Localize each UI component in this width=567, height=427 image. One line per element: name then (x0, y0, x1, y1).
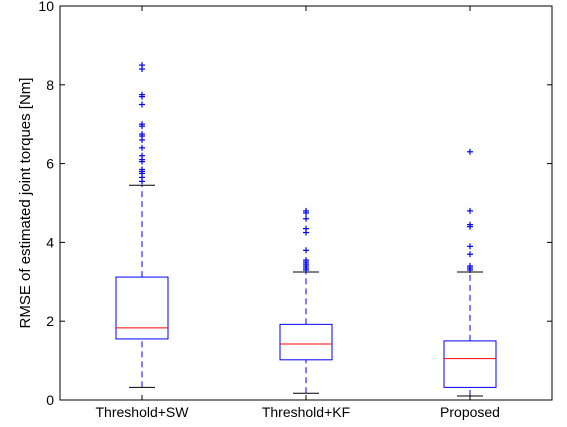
outlier-point (139, 166, 145, 173)
outlier-point (303, 207, 309, 214)
y-axis-ticks: 0 2 4 6 8 10 (38, 0, 552, 408)
plot-marks (115, 62, 497, 397)
y-tick-label: 0 (46, 392, 54, 408)
y-tick-label: 2 (46, 313, 54, 329)
outlier-point (139, 91, 145, 98)
iqr-box (279, 323, 333, 361)
outlier-point (139, 121, 145, 128)
outlier-point (303, 215, 309, 222)
outlier-point (467, 243, 473, 250)
x-tick-label: Proposed (440, 404, 500, 420)
outlier-point (303, 247, 309, 254)
outlier-point (303, 257, 309, 264)
y-tick-label: 8 (46, 77, 54, 93)
outlier-point (467, 148, 473, 155)
outlier-point (467, 251, 473, 258)
y-tick-label: 6 (46, 156, 54, 172)
box-1 (279, 207, 333, 394)
x-tick-label: Threshold+KF (262, 404, 350, 420)
x-axis-ticks: Threshold+SW Threshold+KF Proposed (96, 6, 500, 420)
box-0 (115, 62, 169, 388)
outlier-point (139, 62, 145, 69)
y-axis-label: RMSE of estimated joint torques [Nm] (17, 78, 34, 329)
outlier-point (467, 207, 473, 214)
outlier-point (467, 221, 473, 228)
y-tick-label: 10 (38, 0, 54, 14)
iqr-box (443, 340, 497, 388)
y-tick-label: 4 (46, 234, 54, 250)
outlier-point (303, 225, 309, 232)
x-tick-label: Threshold+SW (96, 404, 190, 420)
outlier-point (467, 263, 473, 270)
outlier-point (139, 131, 145, 138)
outlier-point (139, 101, 145, 108)
iqr-box (115, 276, 169, 340)
outlier-point (139, 152, 145, 159)
outlier-point (139, 144, 145, 151)
box-2 (443, 148, 497, 397)
